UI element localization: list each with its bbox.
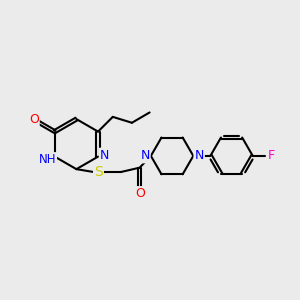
Text: N: N (194, 149, 204, 162)
Text: S: S (94, 165, 103, 179)
Text: N: N (140, 149, 150, 162)
Text: NH: NH (39, 153, 56, 166)
Text: O: O (29, 113, 39, 126)
Text: O: O (135, 187, 145, 200)
Text: N: N (100, 149, 109, 162)
Text: F: F (268, 149, 275, 162)
